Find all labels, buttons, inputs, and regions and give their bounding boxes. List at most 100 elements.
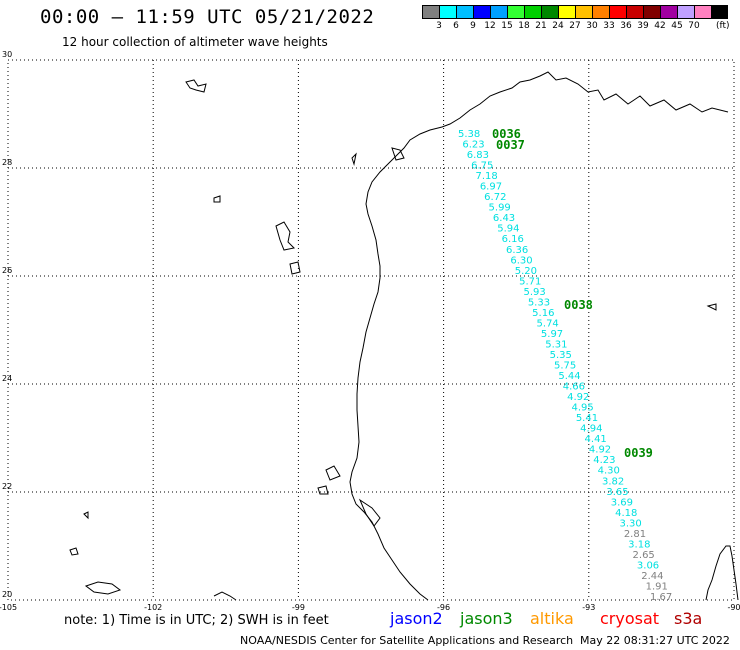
scale-label: 21 xyxy=(535,21,547,31)
scale-swatch xyxy=(524,5,541,19)
scale-label: 39 xyxy=(637,21,649,31)
legend-jason3: jason3 xyxy=(460,609,513,628)
swh-value: 5.74 xyxy=(537,318,559,329)
inland-lake-3 xyxy=(289,261,301,275)
swh-value: 4.94 xyxy=(580,424,602,435)
swh-value: 7.18 xyxy=(475,171,497,182)
swh-value: 5.75 xyxy=(554,361,576,372)
scale-swatch xyxy=(541,5,558,19)
map-frame xyxy=(7,59,735,601)
scale-label: 70 xyxy=(688,21,700,31)
inland-lake-4 xyxy=(325,465,341,481)
scale-swatch xyxy=(558,5,575,19)
island-6 xyxy=(83,511,89,520)
scale-swatch xyxy=(643,5,660,19)
bay-outline-1 xyxy=(358,498,381,527)
lat-tick-label: 28 xyxy=(2,158,12,167)
swh-value: 4.23 xyxy=(593,455,615,466)
yucatan-coastline xyxy=(705,545,739,601)
swh-value: 5.20 xyxy=(515,266,537,277)
scale-swatch xyxy=(439,5,456,19)
swh-value: 6.83 xyxy=(467,150,489,161)
scale-label: 3 xyxy=(436,21,442,31)
legend-jason2: jason2 xyxy=(390,609,443,628)
legend-s3a: s3a xyxy=(674,609,703,628)
swh-value: 4.92 xyxy=(567,392,589,403)
swh-value: 5.35 xyxy=(550,350,572,361)
scale-label: 36 xyxy=(620,21,632,31)
swh-value: 6.30 xyxy=(510,255,532,266)
scale-label: 27 xyxy=(569,21,581,31)
lon-tick-label: -93 xyxy=(582,603,595,612)
swh-value: 5.97 xyxy=(541,329,563,340)
swh-value: 4.30 xyxy=(598,466,620,477)
swh-value: 5.33 xyxy=(528,297,550,308)
swh-value: 6.43 xyxy=(493,213,515,224)
legend-cryosat: cryosat xyxy=(600,609,660,628)
swh-value: 5.44 xyxy=(558,371,580,382)
scale-swatch xyxy=(473,5,490,19)
island-4 xyxy=(213,591,237,601)
lat-tick-label: 26 xyxy=(2,266,12,275)
lon-tick-label: -99 xyxy=(292,603,305,612)
track-id-label: 0036 xyxy=(492,127,521,141)
swh-value: 5.99 xyxy=(489,203,511,214)
swh-value: 3.06 xyxy=(637,560,659,571)
color-scale-bar xyxy=(422,5,728,19)
track-id-label: 0039 xyxy=(624,446,653,460)
scale-label: 24 xyxy=(552,21,564,31)
swh-value: 5.16 xyxy=(532,308,554,319)
scale-label: 45 xyxy=(671,21,683,31)
lon-tick-label: -105 xyxy=(0,603,17,612)
island-5 xyxy=(706,303,717,311)
swh-value: 5.31 xyxy=(545,339,567,350)
swh-value: 5.38 xyxy=(458,129,480,140)
swh-value: 4.92 xyxy=(589,445,611,456)
swh-value: 2.44 xyxy=(641,571,663,582)
lon-tick-label: -96 xyxy=(437,603,450,612)
swh-value: 3.30 xyxy=(619,518,641,529)
track-id-label: 0037 xyxy=(496,138,525,152)
swh-value: 1.67 xyxy=(650,592,672,603)
scale-swatch xyxy=(507,5,524,19)
color-scale-labels: 3 6 9 12 15 18 21 24 27 30 33 36 39 42 45 70 xyxy=(422,21,740,33)
swh-value: 4.41 xyxy=(585,434,607,445)
inland-lake-1 xyxy=(185,79,207,93)
color-scale-unit: (ft) xyxy=(716,21,730,31)
legend-altika: altika xyxy=(530,609,574,628)
scale-label: 6 xyxy=(453,21,459,31)
lon-tick-label: -102 xyxy=(144,603,162,612)
scale-swatch xyxy=(456,5,473,19)
island-3 xyxy=(213,195,221,203)
map-subtitle: 12 hour collection of altimeter wave hei… xyxy=(62,35,328,49)
scale-label: 12 xyxy=(484,21,496,31)
swh-value: 3.82 xyxy=(602,476,624,487)
swh-value: 2.65 xyxy=(633,550,655,561)
lon-tick-label: -90 xyxy=(727,603,740,612)
scale-swatch xyxy=(422,5,439,19)
swh-value: 4.66 xyxy=(563,382,585,393)
scale-label: 15 xyxy=(501,21,513,31)
swh-value: 3.65 xyxy=(606,487,628,498)
swh-value: 2.81 xyxy=(624,529,646,540)
lat-tick-label: 24 xyxy=(2,374,12,383)
swh-value: 6.97 xyxy=(480,182,502,193)
island-2 xyxy=(69,547,79,556)
swh-value: 5.94 xyxy=(497,224,519,235)
scale-swatch xyxy=(626,5,643,19)
scale-label: 9 xyxy=(470,21,476,31)
swh-value: 5.41 xyxy=(576,413,598,424)
scale-swatch xyxy=(490,5,507,19)
scale-swatch xyxy=(711,5,728,19)
swh-value: 6.16 xyxy=(502,234,524,245)
swh-value: 5.93 xyxy=(523,287,545,298)
scale-label: 30 xyxy=(586,21,598,31)
scale-label: 33 xyxy=(603,21,615,31)
scale-swatch xyxy=(660,5,677,19)
footer-timestamp: May 22 08:31:27 UTC 2022 xyxy=(580,634,730,647)
swh-value: 6.75 xyxy=(471,161,493,172)
track-id-label: 0038 xyxy=(564,298,593,312)
graticule: -105 -102 -99 -96 -93 -90 30 28 26 24 22 20 xyxy=(0,50,740,612)
